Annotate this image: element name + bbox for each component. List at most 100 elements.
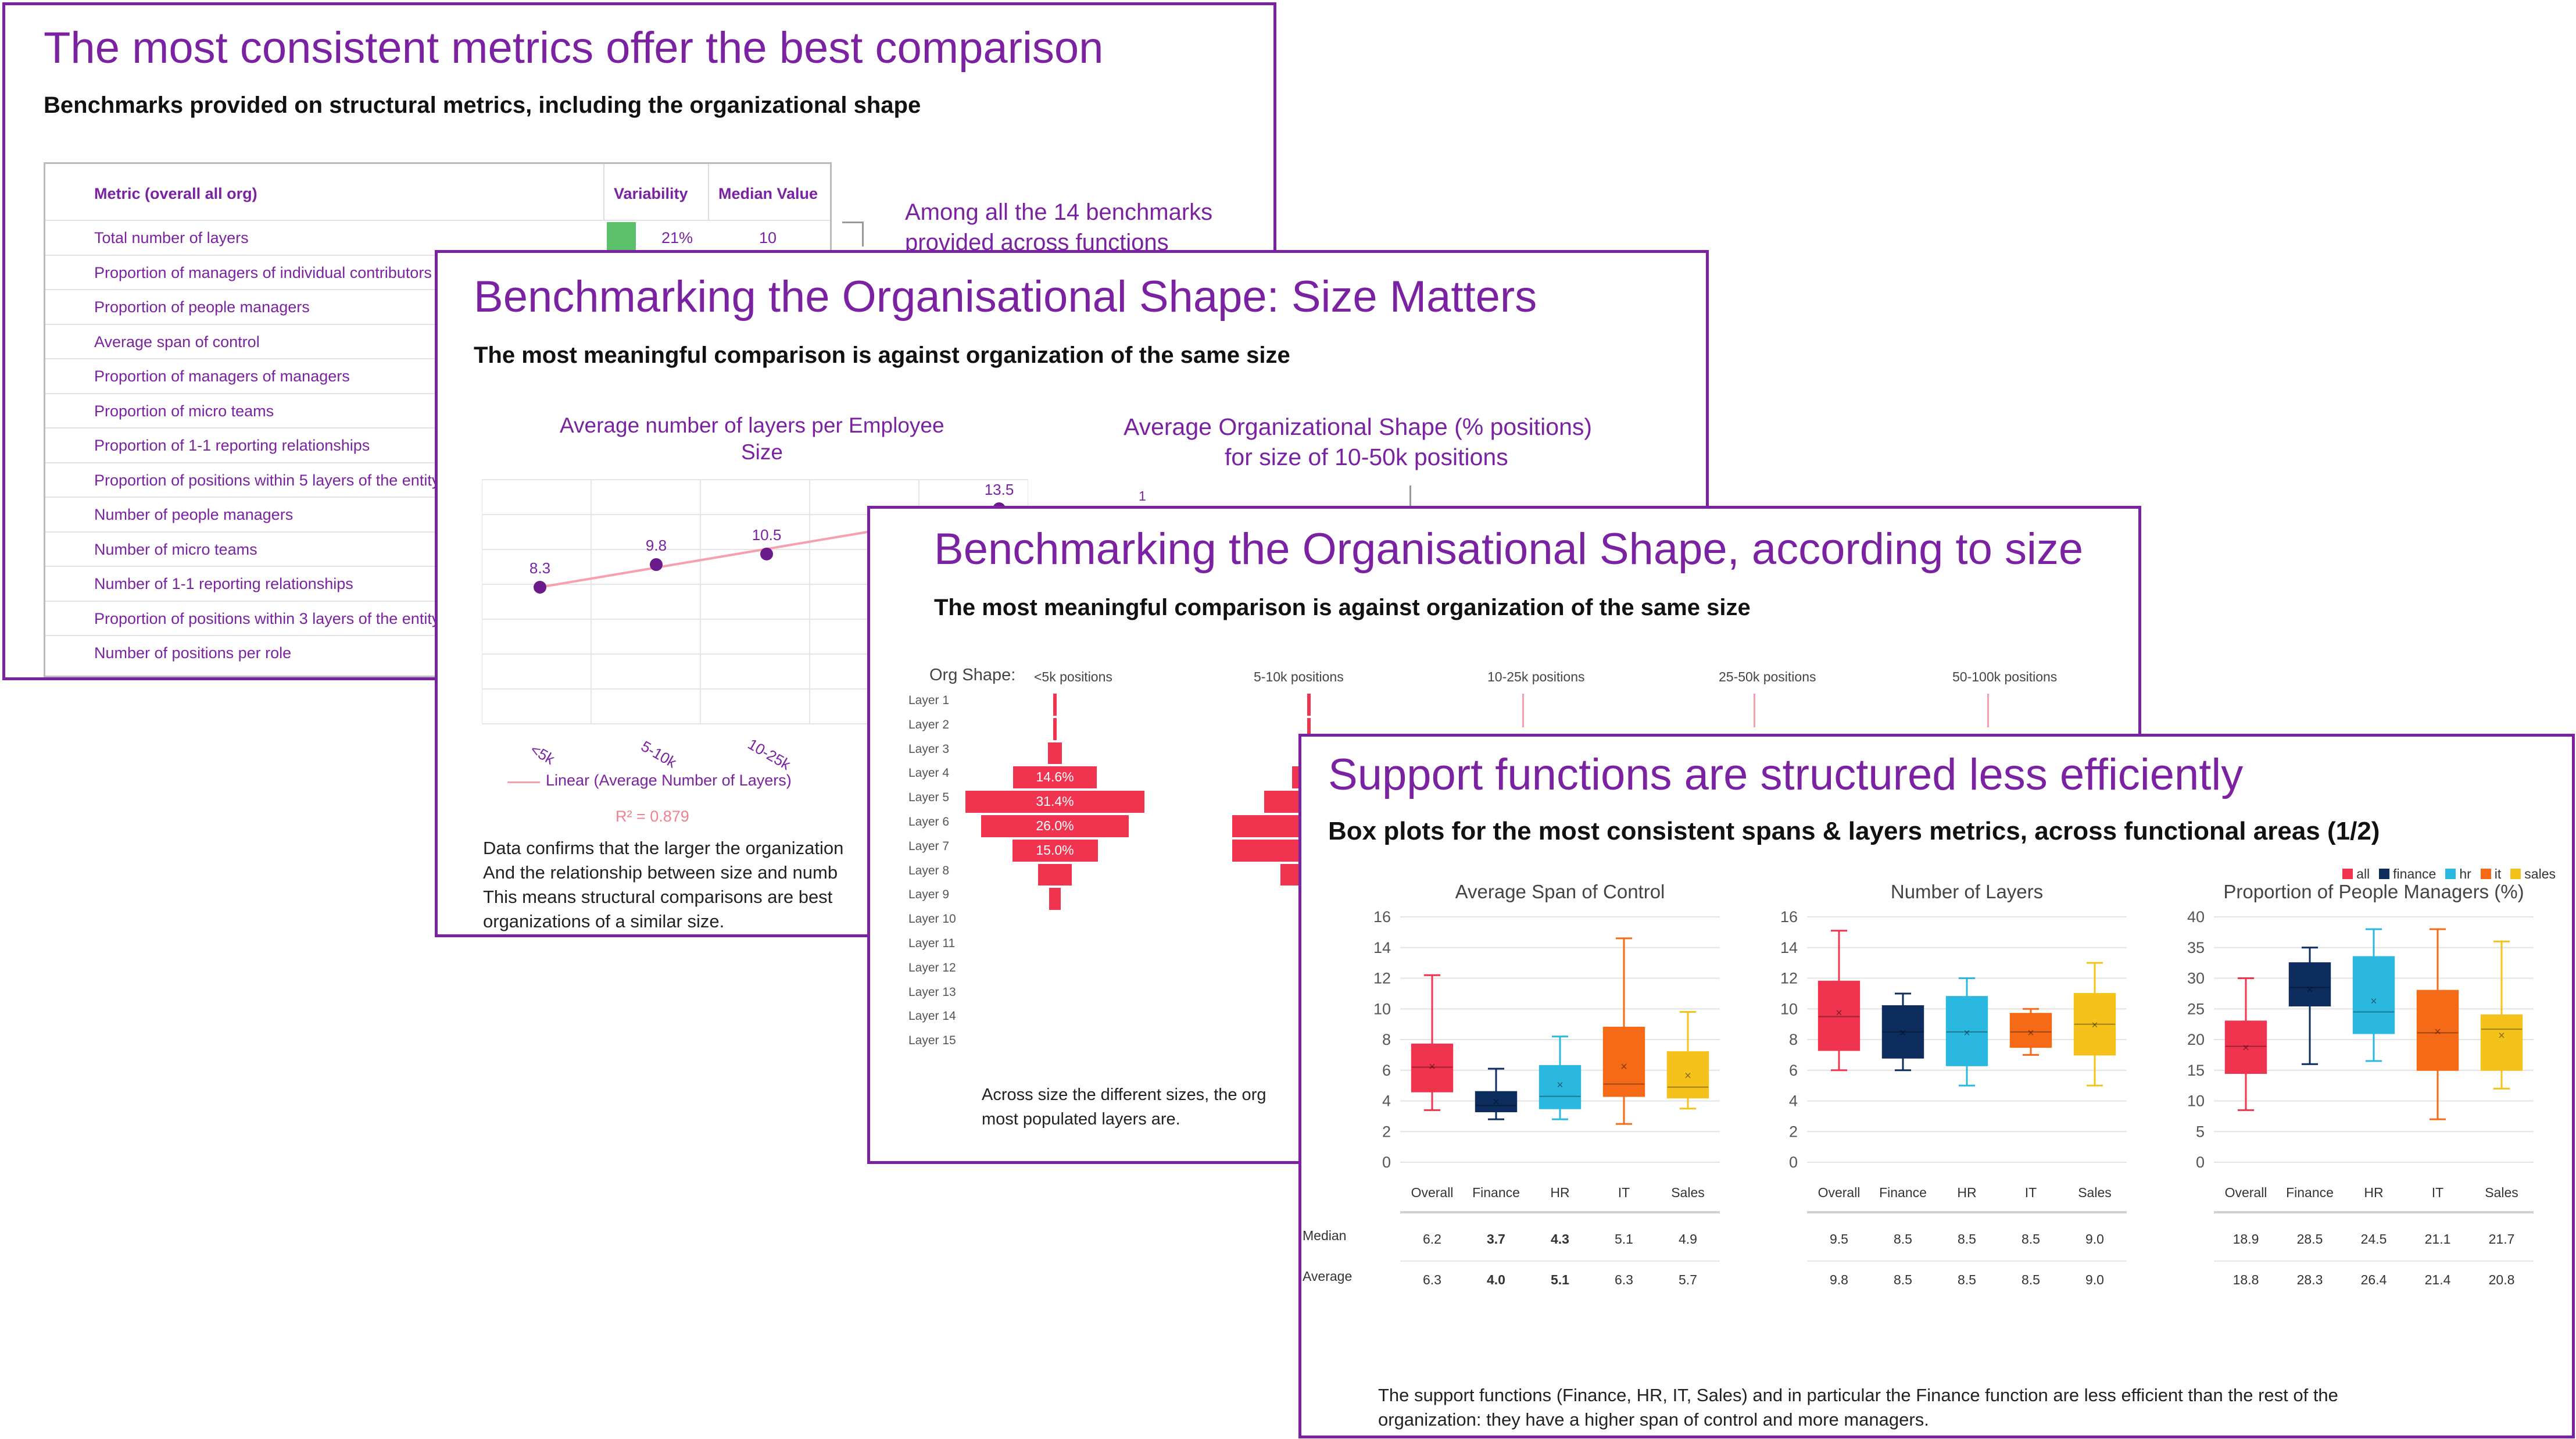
legend-label: all [2356,866,2370,881]
box-iqr [1411,1043,1454,1092]
median-stat: 5.1 [1615,1231,1633,1247]
boxplot-panel: Number of Layers 0 2 4 6 8 10 12 14 16 × Overall 9.5… [1780,882,2127,1287]
category-label: Sales [2485,1185,2518,1200]
y-tick-label: 20 [2187,1031,2205,1048]
box-finance: × [2288,947,2331,1065]
y-tick-label: 6 [1789,1062,1798,1079]
legend-swatch [2342,869,2353,879]
category-label: Overall [1411,1185,1454,1200]
legend-item: finance [2379,866,2436,882]
slide-support-functions: Support functions are structured less ef… [1298,734,2575,1438]
slide2-text-line3: This means structural comparisons are be… [483,887,833,907]
shape-bar [1053,694,1057,716]
box-hr: × [1945,977,1988,1087]
x-tick-label: 5-10k [638,737,680,772]
metric-name: Number of micro teams [94,540,257,558]
slide1-subtitle: Benchmarks provided on structural metric… [44,92,921,118]
box-it: × [2009,1008,2052,1056]
y-tick-label: 0 [1382,1154,1391,1171]
y-tick-label: 4 [1382,1092,1391,1110]
layer-label: Layer 8 [908,863,950,877]
shape-bar [1307,717,1311,740]
left-chart-title-l1: Average number of layers per Employee [560,413,944,437]
mean-marker: × [2027,1027,2034,1040]
slide1-note-line1: Among all the 14 benchmarks [905,199,1213,225]
average-row-label: Average [1303,1269,1352,1284]
average-stat: 21.4 [2425,1272,2451,1287]
box-iqr [1539,1065,1582,1109]
median-stat: 18.9 [2233,1231,2259,1247]
layer1-tick [1754,694,1755,727]
legend-swatch [2445,869,2456,879]
y-tick-label: 8 [1382,1031,1391,1048]
box-iqr [1945,996,1988,1066]
average-stat: 8.5 [2022,1272,2040,1287]
table-row: Proportion of people managers [45,289,830,324]
mean-marker: × [2498,1030,2505,1042]
variability-swatch [607,222,636,255]
metric-name: Proportion of positions within 5 layers … [94,471,440,489]
mean-marker: × [2242,1042,2249,1055]
box-iqr [1881,1005,1924,1059]
mean-marker: × [1963,1027,1970,1040]
y-tick-label: 0 [2196,1154,2205,1171]
average-stat: 6.3 [1615,1272,1633,1287]
slide2-title: Benchmarking the Organisational Shape: S… [474,272,1537,322]
bracket-connector [842,222,864,247]
metric-name: Number of positions per role [94,644,292,662]
y-tick-label: 10 [1780,1000,1798,1017]
layer-label: Layer 4 [908,766,950,780]
box-hr: × [1539,1035,1582,1120]
slide2-text-line2: And the relationship between size and nu… [483,862,838,883]
table-row: Number of positions per role [45,635,830,670]
functions-legend: all finance hr it sales [2342,863,2556,884]
box-sales: × [2480,940,2523,1090]
average-stat: 8.5 [1894,1272,1912,1287]
size-group-label: 10-25k positions [1487,669,1585,684]
mean-marker: × [1620,1060,1627,1073]
y-tick-label: 12 [1373,970,1391,987]
y-tick-label: 6 [1382,1062,1391,1079]
mean-marker: × [1493,1096,1500,1109]
table-header-divider-2 [708,164,709,220]
box-iqr [1817,980,1861,1051]
shape-bar: 26.0% [981,815,1129,837]
y-tick-label: 30 [2187,970,2205,987]
box-iqr [1666,1051,1709,1099]
table-row: Total number of layers 21% 10 [45,220,830,255]
legend-swatch [2480,869,2491,879]
legend-item: all [2342,866,2370,882]
shape-bar [1307,694,1311,716]
footer-line2: organization: they have a higher span of… [1378,1409,1929,1430]
trend-legend: Linear (Average Number of Layers) [546,772,792,789]
layer-label: Layer 14 [908,1009,956,1023]
box-finance: × [1475,1067,1518,1120]
org-shape-label: Org Shape: [929,666,1016,684]
metric-name: Proportion of positions within 3 layers … [94,609,440,627]
box-iqr [1602,1026,1645,1097]
layer-label: Layer 11 [908,937,956,950]
boxplot-panel: Average Span of Control 0 2 4 6 8 10 12 14 16 × Ove… [1373,882,1720,1287]
box-iqr [2288,962,2331,1006]
legend-item: it [2480,866,2501,882]
right-chart-title-l2: for size of 10-50k positions [1225,444,1508,470]
y-tick-label: 0 [1789,1154,1798,1171]
average-stat: 5.7 [1679,1272,1697,1287]
average-stat: 18.8 [2233,1272,2259,1287]
shape-bar [1049,888,1061,910]
slide2-text-line1: Data confirms that the larger the organi… [483,838,844,858]
mean-marker: × [2370,995,2377,1008]
legend-swatch [2379,869,2390,879]
table-header-divider-1 [603,164,604,220]
slide2-subtitle: The most meaningful comparison is agains… [474,342,1290,368]
category-label: HR [1550,1185,1569,1200]
mean-marker: × [2091,1019,2098,1032]
slide3-subtitle: The most meaningful comparison is agains… [934,595,1751,620]
layer-label: Layer 10 [908,912,956,926]
table-row: Proportion of micro teams [45,392,830,429]
median-row-label: Median [1303,1228,1346,1243]
y-tick-label: 15 [2187,1062,2205,1079]
category-label: IT [2025,1185,2037,1200]
average-stat: 8.5 [1958,1272,1976,1287]
boxplot-panel: Proportion of People Managers (%) 0 5 10 15 2… [2187,882,2534,1287]
